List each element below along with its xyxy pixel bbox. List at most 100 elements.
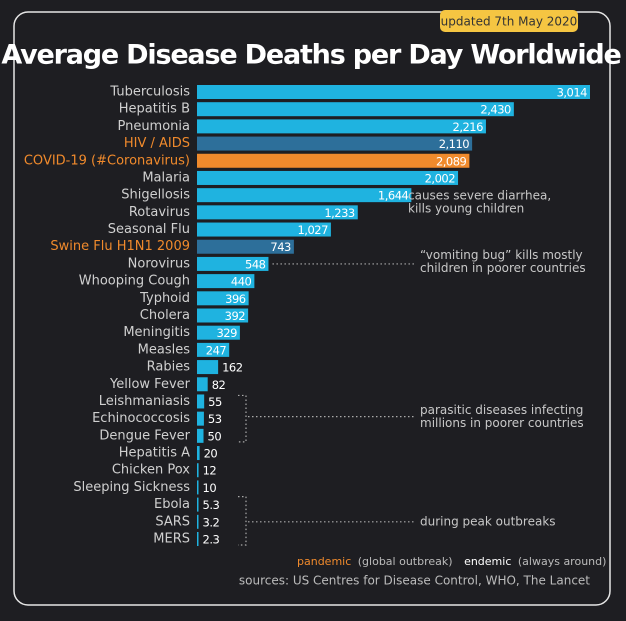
category-label: Rabies [147, 360, 191, 375]
source: sources: US Centres for Disease Control,… [239, 574, 590, 588]
value-label: 10 [203, 481, 217, 495]
value-label: 3.2 [203, 515, 220, 529]
bar [197, 256, 269, 271]
value-label: 2,110 [439, 137, 470, 151]
bar [197, 274, 255, 289]
category-label: Cholera [140, 308, 190, 323]
category-label: Yellow Fever [109, 377, 191, 392]
value-label: 50 [208, 429, 222, 443]
category-label: COVID-19 (#Coronavirus) [24, 153, 190, 168]
value-label: 329 [216, 326, 237, 340]
bar [197, 222, 331, 237]
badge-bg [440, 10, 578, 32]
bar [197, 188, 412, 203]
legend-endemic: endemic [464, 555, 511, 568]
chart-title: Average Disease Deaths per Day Worldwide [1, 40, 620, 71]
category-label: Typhoid [139, 291, 190, 306]
value-label: 2.3 [203, 533, 220, 547]
value-label: 247 [206, 343, 227, 357]
category-label: Dengue Fever [99, 428, 190, 443]
value-label: 55 [208, 395, 222, 409]
annotation: during peak outbreaks [420, 514, 556, 528]
annotation: causes severe diarrhea, [408, 189, 551, 203]
bar [197, 497, 199, 512]
annotation: kills young children [408, 202, 524, 216]
annotation: parasitic diseases infecting [420, 403, 583, 417]
category-label: SARS [155, 514, 190, 529]
category-label: Hepatitis A [119, 446, 190, 461]
annotation: children in poorer countries [420, 261, 586, 275]
value-label: 1,644 [378, 189, 409, 203]
category-label: Shigellosis [121, 188, 190, 203]
annotation: “vomiting bug” kills mostly [420, 248, 583, 262]
bar [197, 411, 204, 426]
bar [197, 514, 199, 529]
category-label: Pneumonia [117, 119, 190, 134]
bar [197, 480, 199, 495]
legend-endemic-note: (always around) [518, 555, 607, 568]
value-label: 162 [222, 361, 243, 375]
category-label: Tuberculosis [109, 85, 190, 100]
category-label: Seasonal Flu [108, 222, 190, 237]
value-label: 392 [225, 309, 246, 323]
category-label: Sleeping Sickness [73, 480, 190, 495]
category-label: HIV / AIDS [124, 136, 190, 151]
badge: updated 7th May 2020 [441, 15, 578, 29]
bar [197, 153, 470, 168]
bar [197, 308, 249, 323]
bar [197, 342, 230, 357]
category-label: Hepatitis B [119, 102, 190, 117]
category-label: Whooping Cough [79, 274, 190, 289]
bar [197, 239, 294, 254]
category-label: MERS [153, 532, 190, 547]
bar [197, 119, 486, 134]
value-label: 743 [270, 240, 291, 254]
bar [197, 291, 249, 306]
category-label: Rotavirus [129, 205, 190, 220]
bracket [238, 496, 415, 546]
value-label: 2,089 [436, 154, 467, 168]
category-label: Meningitis [123, 325, 190, 340]
value-label: 53 [208, 412, 222, 426]
bar [197, 170, 459, 185]
category-label: Echinococcosis [92, 411, 190, 426]
bar [197, 532, 199, 546]
annotation: millions in poorer countries [420, 416, 584, 430]
category-label: Chicken Pox [112, 463, 190, 478]
value-label: 3,014 [557, 86, 588, 100]
bar [197, 102, 514, 117]
bracket [238, 394, 415, 443]
value-label: 1,233 [324, 206, 355, 220]
bar [197, 446, 200, 461]
frame [13, 11, 611, 606]
bar [197, 85, 590, 99]
value-label: 440 [231, 275, 252, 289]
category-label: Malaria [142, 170, 190, 185]
category-label: Ebola [154, 497, 190, 512]
category-label: Measles [138, 342, 191, 357]
category-label: Swine Flu H1N1 2009 [50, 239, 190, 254]
value-label: 82 [212, 378, 226, 392]
value-label: 1,027 [297, 223, 328, 237]
bar [197, 377, 208, 392]
category-label: Leishmaniasis [99, 394, 190, 409]
bar [197, 463, 199, 478]
value-label: 396 [225, 292, 246, 306]
value-label: 5.3 [203, 498, 220, 512]
legend: pandemic (global outbreak) endemic (alwa… [297, 555, 606, 568]
value-label: 2,216 [453, 120, 484, 134]
value-label: 12 [203, 464, 217, 478]
value-label: 548 [245, 257, 266, 271]
bar [197, 360, 219, 375]
value-label: 2,002 [425, 171, 456, 185]
bar [197, 325, 240, 340]
legend-pandemic: pandemic [297, 555, 351, 568]
category-label: Norovirus [128, 256, 191, 271]
bar [197, 394, 205, 409]
bar [197, 205, 358, 220]
bar [197, 136, 473, 151]
legend-pandemic-note: (global outbreak) [358, 555, 453, 568]
value-label: 2,430 [480, 103, 511, 117]
value-label: 20 [204, 447, 218, 461]
